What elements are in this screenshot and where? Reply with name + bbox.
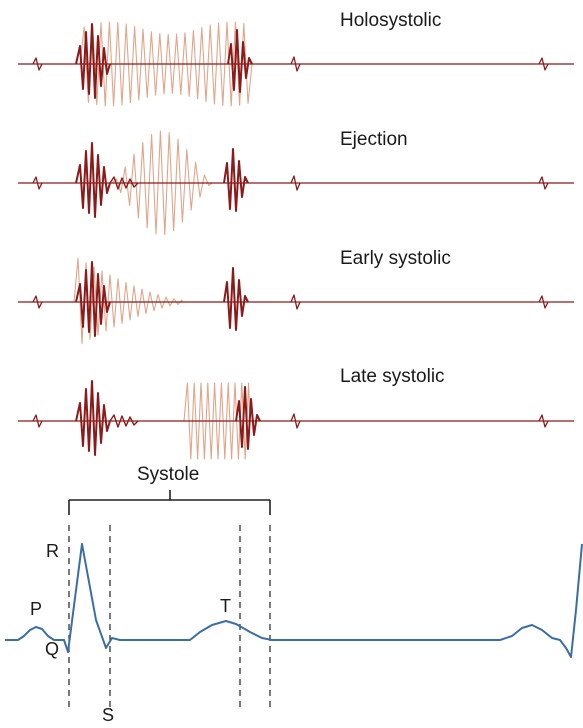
late-systolic-atrial-blip-right [538,414,549,428]
ecg-s-label: S [102,705,115,725]
holosystolic-label: Holosystolic [340,10,442,31]
ejection-s2-sound [223,148,249,212]
ejection-s3-blip [290,175,301,191]
holosystolic-atrial-blip-right [538,57,549,71]
early-systolic-label: Early systolic [340,248,451,269]
holosystolic-atrial-blip-left [32,57,43,71]
holosystolic-s2-sound [227,29,253,93]
late-systolic-label: Late systolic [340,366,445,387]
late-systolic-atrial-blip-left [32,414,43,428]
ecg-r-label: R [46,541,59,561]
ecg-p-label: P [30,599,43,619]
ejection-s1-sound [75,142,111,218]
early-systolic-s2-sound [223,267,249,331]
ecg-q-label: Q [45,639,60,659]
systole-label: Systole [137,464,200,485]
early-systolic-s3-blip [290,294,301,310]
late-systolic-murmur-waveform [183,382,251,460]
ecg-trace [5,543,583,658]
holosystolic-s3-blip [290,56,301,72]
late-systolic-s1-sound [75,380,111,456]
holosystolic-s1-sound [75,23,111,99]
early-systolic-s1-sound [75,261,111,337]
late-systolic-s3-blip [290,413,301,429]
late-systolic-s2-sound [235,386,261,450]
early-systolic-atrial-blip-left [32,295,43,309]
ecg-t-label: T [220,596,231,616]
late-systolic-s1-tail [109,414,139,428]
ejection-atrial-blip-right [538,176,549,190]
early-systolic-atrial-blip-right [538,295,549,309]
ejection-atrial-blip-left [32,176,43,190]
ejection-s1-tail [109,176,139,190]
ejection-label: Ejection [340,129,408,150]
